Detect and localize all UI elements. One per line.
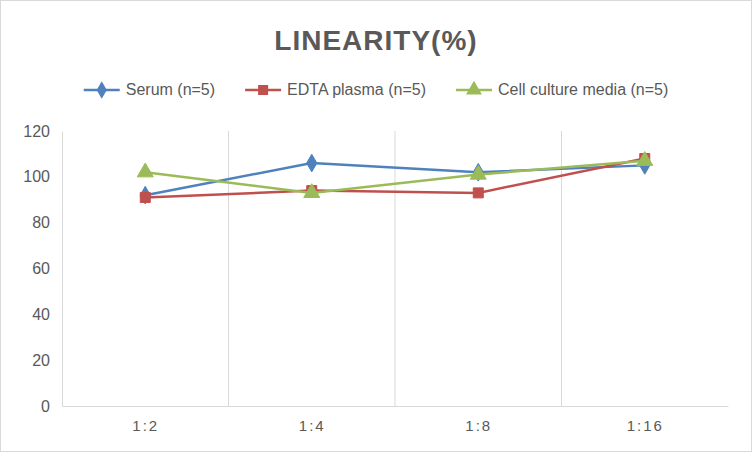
series-marker xyxy=(140,186,150,204)
x-tick-label: 1:4 xyxy=(299,417,326,434)
legend-label: EDTA plasma (n=5) xyxy=(287,81,426,98)
grid-line xyxy=(395,131,396,406)
y-tick: 120 xyxy=(23,123,62,140)
legend-marker xyxy=(258,85,268,95)
series-marker xyxy=(473,188,483,198)
y-tick-label: 40 xyxy=(32,306,50,323)
y-axis-line xyxy=(62,132,63,407)
y-tick-label: 20 xyxy=(32,352,50,369)
legend-marker xyxy=(97,81,107,99)
y-tick: 80 xyxy=(32,214,62,231)
y-tick: 40 xyxy=(32,306,62,323)
y-tick-label: 120 xyxy=(23,123,50,140)
legend-item: Cell culture media (n=5) xyxy=(456,81,668,98)
series-marker xyxy=(470,165,486,179)
y-tick: 100 xyxy=(23,168,62,185)
chart: LINEARITY(%) 0 20 40 60 80 100 120 1:2 1:4 1:8 1:16… xyxy=(0,0,752,452)
series-line xyxy=(145,161,645,193)
x-axis: 1:2 1:4 1:8 1:16 xyxy=(63,406,729,434)
legend-label: Cell culture media (n=5) xyxy=(498,81,668,98)
title: LINEARITY(%) xyxy=(274,25,477,56)
series-marker xyxy=(637,152,653,166)
x-tick: 1:8 xyxy=(465,406,492,434)
series-marker xyxy=(307,154,317,172)
y-tick: 20 xyxy=(32,352,62,369)
legend: Serum (n=5) EDTA plasma (n=5) Cell culture… xyxy=(84,81,669,99)
x-tick: 1:4 xyxy=(299,406,326,434)
y-tick-label: 60 xyxy=(32,260,50,277)
x-tick-label: 1:2 xyxy=(132,417,159,434)
x-tick-label: 1:8 xyxy=(465,417,492,434)
grid-line xyxy=(228,131,229,406)
y-tick-label: 80 xyxy=(32,214,50,231)
y-axis: 0 20 40 60 80 100 120 xyxy=(23,123,62,415)
legend-label: Serum (n=5) xyxy=(126,81,215,98)
y-tick-label: 100 xyxy=(23,168,50,185)
series-marker xyxy=(137,163,153,177)
x-tick-label: 1:16 xyxy=(627,417,664,434)
series-line xyxy=(145,159,645,198)
legend-item: Serum (n=5) xyxy=(84,81,215,99)
series-marker xyxy=(140,192,150,202)
legend-marker xyxy=(466,81,482,95)
x-tick: 1:16 xyxy=(627,406,664,434)
x-tick: 1:2 xyxy=(132,406,159,434)
y-tick: 0 xyxy=(41,398,62,415)
legend-item: EDTA plasma (n=5) xyxy=(245,81,426,98)
chart-border xyxy=(1,1,752,452)
plot-area xyxy=(137,152,652,204)
y-tick-label: 0 xyxy=(41,398,50,415)
x-axis-line xyxy=(63,406,729,407)
grid-line xyxy=(561,131,562,406)
y-tick: 60 xyxy=(32,260,62,277)
series-marker xyxy=(304,184,320,198)
